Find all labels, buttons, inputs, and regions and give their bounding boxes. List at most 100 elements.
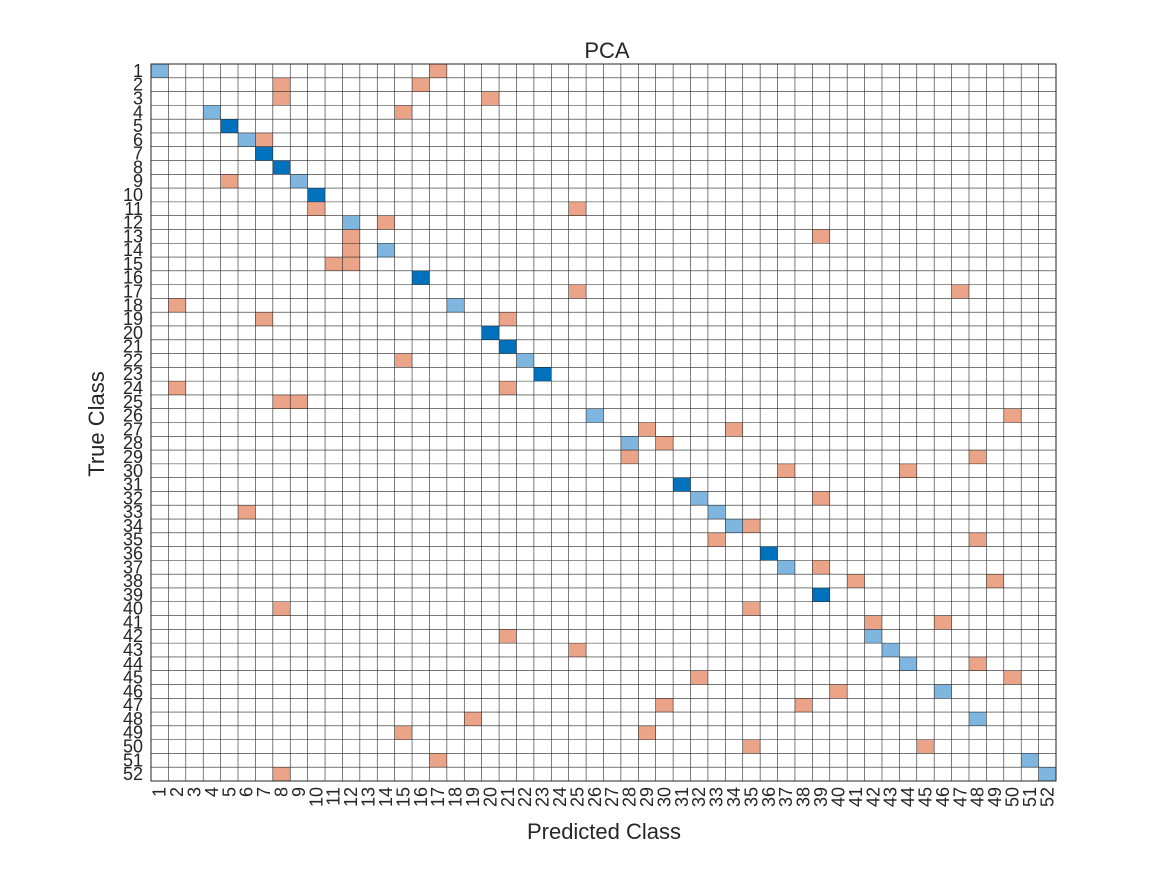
x-tick-label: 36 <box>759 787 779 807</box>
x-tick-label: 14 <box>376 787 396 807</box>
off-diagonal-cell <box>916 739 935 754</box>
off-diagonal-cell <box>255 132 273 147</box>
x-tick-label: 41 <box>846 787 866 807</box>
x-tick-label: 7 <box>254 787 274 797</box>
x-tick-label: 44 <box>898 787 918 807</box>
off-diagonal-cell <box>272 601 291 616</box>
y-tick-label: 20 <box>123 323 143 343</box>
diagonal-cell <box>203 105 221 120</box>
x-tick-label: 27 <box>602 787 622 807</box>
off-diagonal-cell <box>168 298 186 313</box>
diagonal-cell <box>238 132 256 147</box>
y-tick-label: 8 <box>133 157 143 177</box>
y-tick-label: 17 <box>123 282 143 302</box>
off-diagonal-cell <box>986 574 1004 588</box>
x-tick-label: 49 <box>985 787 1005 807</box>
diagonal-cell <box>1021 753 1039 768</box>
off-diagonal-cell <box>220 174 239 189</box>
x-tick-label: 1 <box>150 787 170 797</box>
off-diagonal-cell <box>307 201 326 216</box>
y-tick-label: 47 <box>123 695 143 715</box>
x-tick-label: 16 <box>411 787 431 807</box>
diagonal-cell <box>812 587 830 602</box>
off-diagonal-cell <box>499 381 517 395</box>
y-tick-label: 6 <box>133 130 143 150</box>
diagonal-cell <box>255 146 273 161</box>
x-tick-label: 34 <box>724 787 744 807</box>
y-tick-label: 24 <box>123 378 143 398</box>
off-diagonal-cell <box>568 643 587 657</box>
off-diagonal-cell <box>394 353 413 368</box>
x-tick-label: 28 <box>620 787 640 807</box>
off-diagonal-cell <box>934 615 952 630</box>
x-tick-label: 50 <box>1002 787 1022 807</box>
diagonal-cell <box>864 629 882 644</box>
off-diagonal-cell <box>255 312 273 326</box>
x-tick-label: 19 <box>463 787 483 807</box>
diagonal-cell <box>707 505 726 520</box>
y-tick-label: 2 <box>133 75 143 95</box>
x-tick-label: 43 <box>881 787 901 807</box>
y-tick-label: 37 <box>123 557 143 577</box>
y-tick-labels: 1234567891011121314151617181920212223242… <box>123 61 143 784</box>
x-tick-label: 20 <box>480 787 500 807</box>
off-diagonal-cell <box>325 257 343 271</box>
off-diagonal-cell <box>812 560 830 575</box>
x-tick-label: 52 <box>1037 787 1057 807</box>
off-diagonal-cell <box>742 601 761 616</box>
x-tick-label: 30 <box>654 787 674 807</box>
y-tick-label: 41 <box>123 612 143 632</box>
diagonal-cell <box>290 174 308 189</box>
off-diagonal-cell <box>481 91 500 106</box>
diagonal-cell <box>777 560 795 575</box>
off-diagonal-cell <box>968 450 987 464</box>
x-tick-label: 37 <box>776 787 796 807</box>
y-tick-label: 50 <box>123 737 143 757</box>
off-diagonal-cell <box>342 229 360 244</box>
diagonal-cell <box>499 339 517 354</box>
y-tick-label: 10 <box>123 185 143 205</box>
y-tick-label: 15 <box>123 254 143 274</box>
y-tick-label: 12 <box>123 213 143 233</box>
off-diagonal-cell <box>812 229 830 244</box>
x-tick-label: 6 <box>237 787 257 797</box>
diagonal-cell <box>272 160 291 175</box>
y-tick-label: 18 <box>123 295 143 315</box>
diagonal-cell <box>342 215 360 230</box>
x-tick-label: 35 <box>741 787 761 807</box>
off-diagonal-cell <box>568 201 587 216</box>
off-diagonal-cell <box>1003 670 1022 685</box>
x-tick-label: 40 <box>828 787 848 807</box>
y-tick-label: 31 <box>123 475 143 495</box>
off-diagonal-cell <box>794 698 813 713</box>
off-diagonal-cell <box>429 64 447 78</box>
x-tick-label: 51 <box>1020 787 1040 807</box>
off-diagonal-cell <box>429 753 447 768</box>
diagonal-cell <box>516 353 534 368</box>
diagonal-cell <box>690 491 708 506</box>
off-diagonal-cell <box>342 257 360 271</box>
off-diagonal-cell <box>829 684 848 699</box>
y-tick-label: 13 <box>123 226 143 246</box>
off-diagonal-cell <box>638 725 656 740</box>
x-tick-label: 9 <box>289 787 309 797</box>
off-diagonal-cell <box>499 312 517 326</box>
x-tick-label: 39 <box>811 787 831 807</box>
diagonal-cell <box>151 64 169 78</box>
off-diagonal-cell <box>968 656 987 671</box>
y-tick-label: 30 <box>123 461 143 481</box>
diagonal-cell <box>1038 767 1056 781</box>
off-diagonal-cell <box>272 767 291 781</box>
x-tick-label: 2 <box>167 787 187 797</box>
x-tick-label: 8 <box>272 787 292 797</box>
x-tick-label: 15 <box>393 787 413 807</box>
y-tick-label: 26 <box>123 406 143 426</box>
off-diagonal-cell <box>864 615 882 630</box>
diagonal-cell <box>881 643 900 657</box>
y-tick-label: 34 <box>123 516 143 536</box>
diagonal-cell <box>586 408 604 423</box>
chart-title: PCA <box>584 38 630 63</box>
x-tick-label: 22 <box>515 787 535 807</box>
off-diagonal-cell <box>394 105 413 120</box>
x-tick-label: 12 <box>341 787 361 807</box>
